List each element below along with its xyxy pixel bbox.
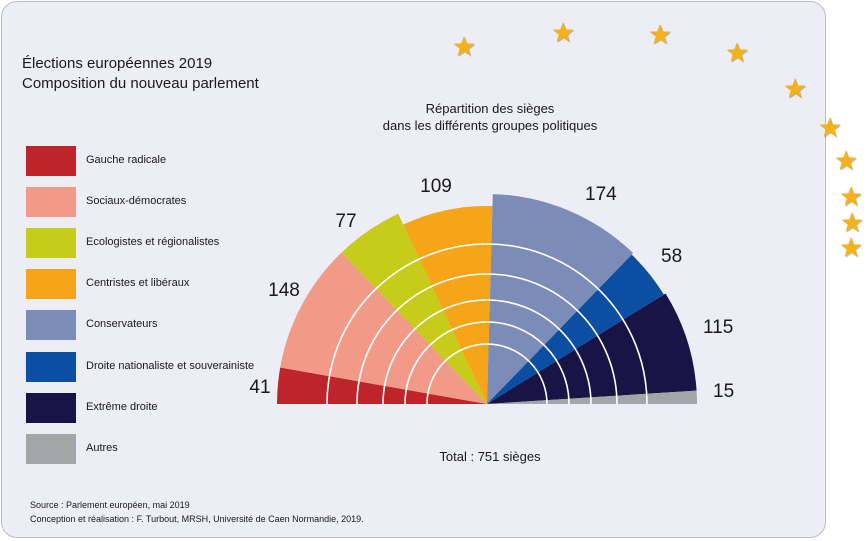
page-subtitle: Composition du nouveau parlement <box>22 75 259 92</box>
legend-item: Droite nationaliste et souverainiste <box>26 352 286 382</box>
seat-count-label: 15 <box>713 381 734 402</box>
total-label: Total : 751 sièges <box>439 449 541 464</box>
star-icon <box>841 212 864 233</box>
legend-label: Conservateurs <box>86 318 158 330</box>
title-block: Élections européennes 2019 Composition d… <box>22 54 259 94</box>
legend-item: Centristes et libéraux <box>26 269 286 299</box>
footer: Source : Parlement européen, mai 2019 Co… <box>30 498 364 526</box>
legend-label: Droite nationaliste et souverainiste <box>86 360 255 372</box>
star-icon <box>552 22 575 43</box>
star-icon <box>819 117 842 138</box>
star-icon <box>835 150 858 171</box>
legend-item: Gauche radicale <box>26 146 286 176</box>
seat-row-arc <box>326 243 648 405</box>
legend-label: Gauche radicale <box>86 154 167 166</box>
legend-item: Extrême droite <box>26 393 286 423</box>
chart-subtitle: dans les différents groupes politiques <box>382 118 598 133</box>
seat-count-label: 174 <box>585 184 617 205</box>
star-icon <box>840 237 863 258</box>
star-icon <box>453 36 476 57</box>
star-icon <box>840 186 863 207</box>
chart-title-block: Répartition des sièges dans les différen… <box>330 100 650 134</box>
legend-swatch <box>26 269 76 299</box>
legend-swatch <box>26 187 76 217</box>
seat-row-arc <box>356 273 618 405</box>
star-icon <box>726 42 749 63</box>
star-icon <box>784 78 807 99</box>
seat-count-label: 41 <box>249 377 270 398</box>
legend-swatch <box>26 228 76 258</box>
legend-item: Ecologistes et régionalistes <box>26 228 286 258</box>
legend-item: Autres <box>26 434 286 464</box>
page-title: Élections européennes 2019 <box>22 55 213 72</box>
hemicycle-segment <box>487 254 664 404</box>
legend-swatch <box>26 146 76 176</box>
legend-swatch <box>26 434 76 464</box>
legend-swatch <box>26 393 76 423</box>
legend-label: Sociaux-démocrates <box>86 195 187 207</box>
credits-note: Conception et réalisation : F. Turbout, … <box>30 514 364 524</box>
seat-count-label: 58 <box>661 246 682 267</box>
seat-count-label: 77 <box>335 211 356 232</box>
star-icon <box>649 24 672 45</box>
seat-count-label: 115 <box>703 317 733 338</box>
seat-row-arc <box>426 343 548 405</box>
legend-item: Sociaux-démocrates <box>26 187 286 217</box>
seat-count-label: 109 <box>420 176 452 197</box>
seat-row-arc <box>404 321 570 405</box>
seat-count-label: 148 <box>268 280 300 301</box>
legend-label: Centristes et libéraux <box>86 277 190 289</box>
source-note: Source : Parlement européen, mai 2019 <box>30 500 190 510</box>
legend-label: Extrême droite <box>86 401 158 413</box>
legend-label: Autres <box>86 442 118 454</box>
legend-swatch <box>26 310 76 340</box>
seat-row-arc <box>382 299 592 405</box>
legend-label: Ecologistes et régionalistes <box>86 236 220 248</box>
hemicycle-segment <box>487 194 634 404</box>
chart-title: Répartition des sièges <box>425 101 555 116</box>
legend-item: Conservateurs <box>26 310 286 340</box>
legend-swatch <box>26 352 76 382</box>
hemicycle-segment <box>487 390 697 404</box>
